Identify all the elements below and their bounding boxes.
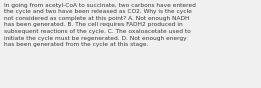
Text: In going from acetyl-CoA to succinate, two carbons have entered
the cycle and tw: In going from acetyl-CoA to succinate, t… <box>4 3 196 47</box>
